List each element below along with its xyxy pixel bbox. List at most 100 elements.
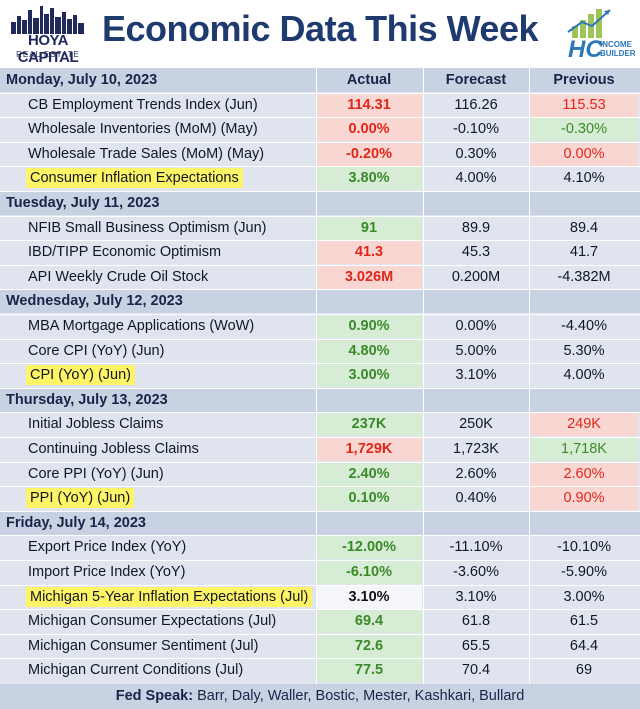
row-divider xyxy=(0,314,640,315)
table-row: Michigan Consumer Sentiment (Jul) 72.6 65.… xyxy=(0,633,640,658)
actual-value: 77.5 xyxy=(316,658,422,683)
actual-value: 1,729K xyxy=(316,437,422,461)
section-header-row: Wednesday, July 12, 2023 xyxy=(0,289,640,314)
logo-right-text-1: INCOME xyxy=(600,40,632,49)
row-divider xyxy=(0,510,640,512)
table-row: PPI (YoY) (Jun) 0.10% 0.40% 0.90% xyxy=(0,486,640,511)
previous-value: 5.30% xyxy=(563,342,605,359)
fed-speak-label: Fed Speak: xyxy=(115,688,194,704)
table-row: IBD/TIPP Economic Optimism 41.3 45.3 41.7 xyxy=(0,240,640,265)
forecast-value: 3.10% xyxy=(455,588,497,605)
column-divider xyxy=(423,68,424,684)
indicator-label: API Weekly Crude Oil Stock xyxy=(28,268,209,285)
row-divider xyxy=(0,535,640,537)
actual-value: 69.4 xyxy=(316,609,422,634)
indicator-label: Wholesale Trade Sales (MoM) (May) xyxy=(28,145,265,162)
indicator-label: Consumer Inflation Expectations xyxy=(26,168,243,189)
row-divider xyxy=(0,166,640,168)
previous-value: -4.382M xyxy=(557,268,611,285)
previous-value: 69 xyxy=(575,662,593,679)
page-title: Economic Data This Week xyxy=(102,8,538,49)
table-row: MBA Mortgage Applications (WoW) 0.90% 0.00… xyxy=(0,314,640,338)
actual-value: -12.00% xyxy=(316,535,422,560)
actual-value: 91 xyxy=(316,215,422,240)
indicator-label: CPI (YoY) (Jun) xyxy=(26,365,135,386)
previous-value: -0.30% xyxy=(530,117,638,142)
logo-right-text: INCOME BUILDER xyxy=(600,40,636,58)
table-row: Core PPI (YoY) (Jun) 2.40% 2.60% 2.60% xyxy=(0,461,640,486)
section-header-row: Friday, July 14, 2023 xyxy=(0,510,640,535)
logo-left-name: HOYA CAPITAL xyxy=(17,32,79,66)
row-divider xyxy=(0,633,640,635)
forecast-value: 65.5 xyxy=(461,637,491,654)
forecast-value: 0.40% xyxy=(455,490,497,507)
actual-value: 41.3 xyxy=(316,240,422,265)
actual-value: 0.10% xyxy=(316,486,422,511)
row-divider xyxy=(0,338,640,340)
section-day: Friday, July 14, 2023 xyxy=(6,514,146,531)
fed-speak-footer: Fed Speak: Barr, Daly, Waller, Bostic, M… xyxy=(0,684,640,709)
section-header-row: Thursday, July 13, 2023 xyxy=(0,387,640,412)
skyline-icon xyxy=(11,6,84,34)
table-row: Export Price Index (YoY) -12.00% -11.10% -1… xyxy=(0,535,640,560)
previous-value: 3.00% xyxy=(563,588,605,605)
actual-value: 4.80% xyxy=(316,338,422,363)
indicator-label: CB Employment Trends Index (Jun) xyxy=(28,96,258,113)
forecast-value: -11.10% xyxy=(449,539,503,556)
column-header-actual: Actual xyxy=(346,72,392,88)
table-row: Consumer Inflation Expectations 3.80% 4.00… xyxy=(0,166,640,191)
column-divider xyxy=(529,68,530,684)
row-divider xyxy=(0,486,640,488)
row-divider xyxy=(0,264,640,266)
indicator-label: Wholesale Inventories (MoM) (May) xyxy=(28,121,258,138)
row-divider xyxy=(0,215,640,217)
forecast-value: 1,723K xyxy=(453,441,499,457)
forecast-value: -3.60% xyxy=(453,564,499,580)
table-row: Continuing Jobless Claims 1,729K 1,723K 1,7… xyxy=(0,437,640,461)
forecast-value: -0.10% xyxy=(453,121,499,138)
section-day: Tuesday, July 11, 2023 xyxy=(6,195,160,211)
row-divider xyxy=(0,658,640,660)
previous-value: 61.5 xyxy=(569,613,599,630)
actual-value: 3.00% xyxy=(316,363,422,388)
indicator-label: Core PPI (YoY) (Jun) xyxy=(28,465,164,482)
forecast-value: 89.9 xyxy=(461,219,491,236)
previous-value: 0.00% xyxy=(530,141,638,166)
section-header-row: Monday, July 10, 2023 Actual Forecast Previ… xyxy=(0,68,640,92)
table-row: Wholesale Trade Sales (MoM) (May) -0.20% 0… xyxy=(0,141,640,166)
forecast-value: 70.4 xyxy=(461,662,491,679)
row-divider xyxy=(0,437,640,438)
indicator-label: PPI (YoY) (Jun) xyxy=(26,488,135,509)
previous-value: 4.10% xyxy=(563,170,605,187)
logo-right-mark: HC xyxy=(568,36,603,63)
economic-data-table: Monday, July 10, 2023 Actual Forecast Previ… xyxy=(0,68,640,684)
previous-value: 1,718K xyxy=(530,437,638,461)
forecast-value: 3.10% xyxy=(455,367,497,384)
indicator-label: Export Price Index (YoY) xyxy=(28,539,187,556)
previous-value: 249K xyxy=(530,412,638,437)
row-divider xyxy=(0,191,640,192)
previous-value: 89.4 xyxy=(569,219,599,236)
section-day: Wednesday, July 12, 2023 xyxy=(6,293,183,310)
previous-value: 4.00% xyxy=(563,367,605,384)
actual-value: 3.80% xyxy=(316,166,422,191)
income-builder-logo: HC INCOME BUILDER xyxy=(566,6,636,64)
table-row: Michigan 5-Year Inflation Expectations (… xyxy=(0,584,640,609)
forecast-value: 45.3 xyxy=(461,244,491,261)
indicator-label: Michigan Consumer Expectations (Jul) xyxy=(28,613,277,630)
indicator-label: Initial Jobless Claims xyxy=(28,416,164,433)
row-divider xyxy=(0,560,640,561)
previous-value: 41.7 xyxy=(569,244,599,261)
row-divider xyxy=(0,240,640,242)
actual-value: 72.6 xyxy=(316,633,422,658)
previous-value: -4.40% xyxy=(561,318,607,334)
table-row: Michigan Current Conditions (Jul) 77.5 70.… xyxy=(0,658,640,683)
actual-value: -6.10% xyxy=(316,560,422,584)
actual-value: 237K xyxy=(316,412,422,437)
table-row: CB Employment Trends Index (Jun) 114.31 11… xyxy=(0,92,640,117)
row-divider xyxy=(0,141,640,143)
actual-value: 2.40% xyxy=(316,461,422,486)
forecast-value: 0.30% xyxy=(455,145,497,162)
column-divider xyxy=(316,68,317,684)
